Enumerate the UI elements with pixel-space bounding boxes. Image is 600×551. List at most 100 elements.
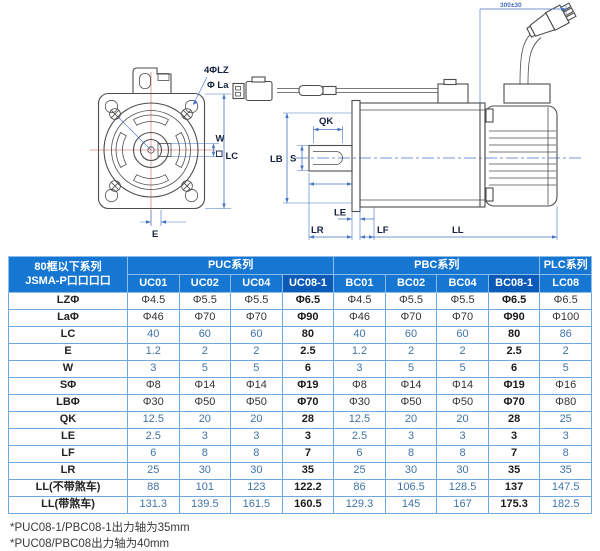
table-cell: 20 <box>230 411 283 429</box>
table-cell: 40 <box>333 326 386 344</box>
table-cell: 139.5 <box>178 496 232 514</box>
flange-thickness-label: LE <box>334 208 346 219</box>
table-cell: 5 <box>178 360 232 378</box>
power-cable <box>519 30 535 85</box>
table-cell: Φ14 <box>230 377 283 395</box>
encoder-connector <box>232 76 273 102</box>
table-cell: 3 <box>281 428 335 446</box>
table-cell: 3 <box>539 428 592 446</box>
table-cell: 8 <box>230 445 283 463</box>
terminal-notch <box>157 73 170 81</box>
table-cell: 3 <box>178 428 232 446</box>
row-label: LaΦ <box>8 309 128 327</box>
mounting-flange <box>351 99 361 213</box>
model-column-header: UC01 <box>127 274 180 293</box>
table-cell: Φ46 <box>333 309 386 327</box>
table-cell: 20 <box>436 411 489 429</box>
table-cell: Φ70 <box>384 309 438 327</box>
series-group-header: PBC系列 <box>333 256 541 275</box>
motor-body <box>359 102 486 208</box>
model-column-header: BC02 <box>384 274 438 293</box>
table-cell: 30 <box>230 462 283 480</box>
table-cell: 2.5 <box>127 428 180 446</box>
table-cell: 8 <box>178 445 232 463</box>
table-cell: 12.5 <box>127 411 180 429</box>
table-cell: 160.5 <box>281 496 335 514</box>
table-cell: 8 <box>539 445 592 463</box>
table-cell: 30 <box>384 462 438 480</box>
row-label: E <box>8 343 128 361</box>
power-terminal-block <box>503 83 551 104</box>
lc-extension-lines <box>205 93 231 209</box>
table-cell: 175.3 <box>487 496 541 514</box>
rear-housing <box>484 105 558 207</box>
pilot-boss-dia-label: LB <box>270 154 283 165</box>
table-cell: Φ90 <box>281 309 335 327</box>
table-cell: Φ5.5 <box>384 292 438 310</box>
table-cell: Φ80 <box>539 394 592 412</box>
table-cell: Φ70 <box>230 309 283 327</box>
table-cell: Φ6.5 <box>539 292 592 310</box>
table-cell: Φ70 <box>436 309 489 327</box>
table-cell: 30 <box>178 462 232 480</box>
front-view: 4ΦLZ Φ La W LC E <box>90 65 238 240</box>
encoder-terminal-block <box>437 83 469 104</box>
table-cell: Φ16 <box>539 377 592 395</box>
table-cell: 6 <box>127 445 180 463</box>
cable-length-label: 300±30 <box>500 2 522 9</box>
table-cell: 8 <box>436 445 489 463</box>
cooling-fins <box>489 130 556 186</box>
table-cell: 25 <box>539 411 592 429</box>
key-length-label: QK <box>319 116 333 127</box>
table-cell: Φ30 <box>127 394 180 412</box>
lb-extension-lines <box>283 112 352 204</box>
housing-clip <box>485 108 494 123</box>
table-cell: Φ19 <box>281 377 335 395</box>
table-cell: Φ19 <box>487 377 541 395</box>
table-cell: Φ8 <box>127 377 180 395</box>
table-cell: 6 <box>281 360 335 378</box>
table-cell: 5 <box>539 360 592 378</box>
table-cell: 2.5 <box>333 428 386 446</box>
table-cell: Φ6.5 <box>487 292 541 310</box>
table-cell: 80 <box>281 326 335 344</box>
table-cell: Φ4.5 <box>333 292 386 310</box>
table-cell: 137 <box>487 479 541 497</box>
qk-extension-lines <box>313 126 343 143</box>
power-connector <box>526 2 577 38</box>
table-row: LR 25 30 30 35 25 30 30 35 35 <box>8 462 592 480</box>
model-column-header: UC02 <box>178 274 232 293</box>
table-row: LF 6 8 8 7 6 8 8 7 8 <box>8 445 592 463</box>
table-cell: Φ100 <box>539 309 592 327</box>
arc-slot-right <box>175 131 187 169</box>
table-cell: Φ6.5 <box>281 292 335 310</box>
table-cell: 123 <box>230 479 283 497</box>
table-cell: 88 <box>127 479 180 497</box>
table-cell: Φ90 <box>487 309 541 327</box>
table-cell: 182.5 <box>539 496 592 514</box>
keyway-rect <box>157 143 172 157</box>
table-cell: 2 <box>178 343 232 361</box>
side-view: 300±30 LB S QK <box>232 2 584 240</box>
table-cell: Φ50 <box>230 394 283 412</box>
bolt-hole <box>184 99 199 114</box>
row-label: QK <box>8 411 128 429</box>
table-cell: 101 <box>178 479 232 497</box>
e-extension-lines <box>140 210 186 226</box>
table-cell: 5 <box>436 360 489 378</box>
table-cell: 1.2 <box>127 343 180 361</box>
cable-ferrule <box>322 85 337 96</box>
table-cell: 25 <box>333 462 386 480</box>
row-label: LE <box>8 428 128 446</box>
table-cell: Φ46 <box>127 309 180 327</box>
shaft-circle <box>139 138 163 162</box>
corner-header-line1: 80框以下系列 <box>34 260 102 273</box>
spec-table-head: 80框以下系列 JSMA-P口口口口 PUC系列 PBC系列 PLC系列 UC01 UC02… <box>8 256 592 293</box>
table-row: LaΦ Φ46 Φ70 Φ70 Φ90 Φ46 Φ70 Φ70 Φ90 Φ100 <box>8 309 592 327</box>
pilot-circle-outer <box>103 102 199 198</box>
row-label: W <box>8 360 128 378</box>
radius-line <box>118 117 152 151</box>
table-cell: 30 <box>436 462 489 480</box>
